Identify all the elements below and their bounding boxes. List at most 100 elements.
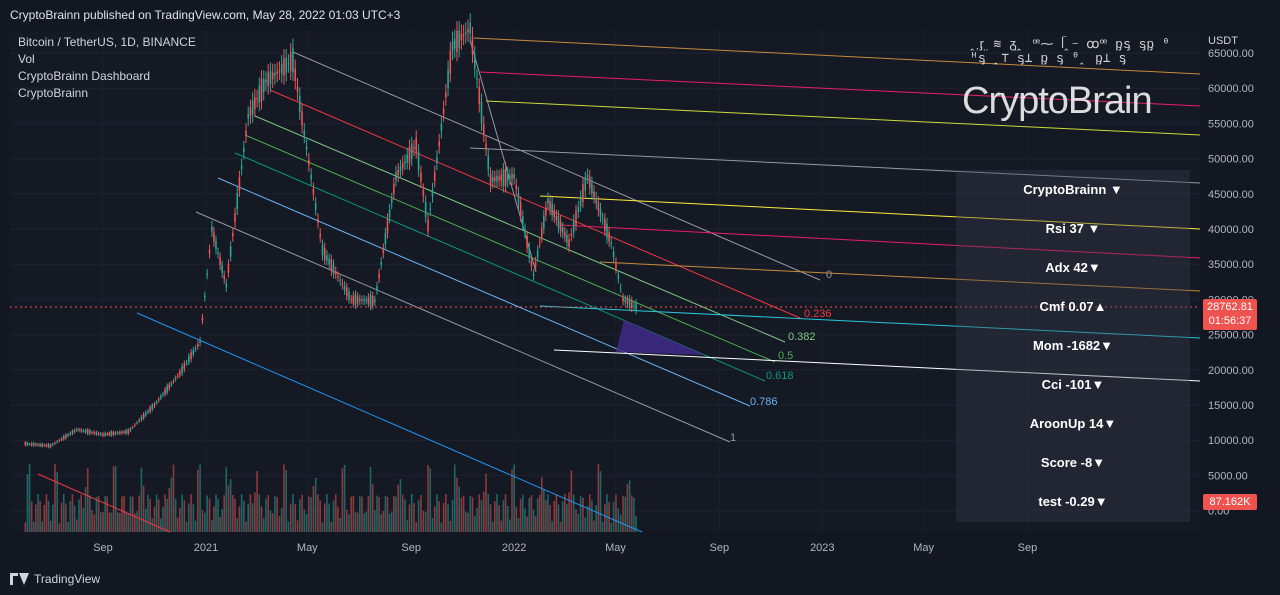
legend-dashboard[interactable]: CryptoBrainn Dashboard <box>18 69 151 83</box>
volume-bar <box>332 500 335 532</box>
fan-wedge <box>616 320 705 355</box>
volume-bar <box>114 466 117 532</box>
candle-body <box>561 227 564 234</box>
volume-bar <box>142 485 145 532</box>
volume-bar <box>374 510 376 532</box>
support-cyan <box>539 305 1201 339</box>
volume-bar <box>588 494 591 532</box>
dashboard-row-cmf: Cmf 0.07▲ <box>1039 299 1107 314</box>
candle-body <box>469 23 472 34</box>
candle-body <box>371 295 374 306</box>
candle-body <box>84 430 87 433</box>
candle-body <box>363 299 365 302</box>
volume-bar <box>247 503 250 532</box>
candle-body <box>617 275 620 279</box>
volume-bar <box>211 520 213 532</box>
volume-bar <box>564 494 566 532</box>
candle-body <box>534 261 537 267</box>
y-tick-label: 20000.00 <box>1208 365 1254 377</box>
volume-bar <box>215 494 217 532</box>
volume-bar <box>181 494 183 532</box>
candle-body <box>223 275 226 280</box>
candle-body <box>102 433 104 436</box>
volume-bar <box>78 499 80 532</box>
candle-body <box>543 215 545 229</box>
x-tick-label: 2022 <box>502 542 526 554</box>
volume-bar <box>380 514 382 532</box>
volume-bar <box>249 494 252 532</box>
volume-bar <box>382 511 385 532</box>
volume-bar <box>406 520 409 532</box>
volume-bar <box>506 506 509 532</box>
candle-body <box>603 219 606 231</box>
candle-body <box>489 173 492 186</box>
candle-body <box>323 247 326 260</box>
candle-body <box>208 249 211 254</box>
volume-bar <box>458 486 460 532</box>
legend-vol[interactable]: Vol <box>18 52 35 66</box>
volume-bar <box>521 494 524 532</box>
volume-bar <box>201 509 204 532</box>
candle-body <box>168 384 171 389</box>
tradingview-logo[interactable]: TradingView <box>10 572 100 586</box>
candle-body <box>545 207 547 216</box>
volume-bar <box>603 504 606 532</box>
volume-bar <box>582 497 584 532</box>
volume-bar <box>71 494 74 532</box>
volume-bar <box>453 464 456 532</box>
x-tick-label: 2021 <box>194 542 218 554</box>
candle-body <box>564 232 566 237</box>
volume-bar <box>487 494 490 532</box>
volume-bar <box>429 468 432 532</box>
candle-body <box>577 207 580 213</box>
volume-bar <box>240 494 243 532</box>
candle-body <box>408 146 411 164</box>
candle-body <box>473 55 476 69</box>
candle-body <box>615 262 617 269</box>
x-tick-label: Sep <box>710 542 730 554</box>
volume-bar <box>356 512 359 532</box>
candle-body <box>258 85 261 104</box>
volume-bar <box>410 494 413 532</box>
candle-body <box>280 63 283 74</box>
candle-body <box>183 363 186 370</box>
candle-body <box>471 36 474 54</box>
candle-body <box>301 111 303 126</box>
candle-body <box>456 30 458 53</box>
candle-body <box>465 31 467 34</box>
candle-body <box>269 71 272 85</box>
candle-body <box>401 162 404 169</box>
candle-body <box>199 340 201 343</box>
fib-label: 0.382 <box>788 331 816 343</box>
volume-bar <box>155 494 158 532</box>
y-tick-label: 50000.00 <box>1208 154 1254 166</box>
volume-bar <box>303 509 306 532</box>
fib-label: 0.5 <box>778 350 793 362</box>
legend-symbol[interactable]: Bitcoin / TetherUS, 1D, BINANCE <box>18 35 196 49</box>
volume-bar <box>519 498 522 532</box>
volume-bar <box>476 507 478 532</box>
candle-body <box>129 428 132 431</box>
candle-body <box>429 208 432 210</box>
volume-bar <box>153 506 156 532</box>
candle-body <box>624 299 627 302</box>
candle-body <box>635 303 637 311</box>
fan-line-grey <box>469 147 1201 184</box>
candle-body <box>100 433 102 435</box>
volume-bar <box>599 471 602 532</box>
legend-author[interactable]: CryptoBrainn <box>18 86 89 100</box>
candle-body <box>502 169 505 186</box>
candle-body <box>26 442 29 446</box>
candle-body <box>406 154 409 163</box>
dashboard-title[interactable]: CryptoBrainn ▼ <box>1023 182 1123 197</box>
volume-bar <box>321 522 324 532</box>
x-axis: Sep 2021 May Sep 2022 May Sep 2023 May Sep <box>93 542 1037 554</box>
volume-bar <box>323 503 326 532</box>
volume-bar <box>601 521 604 532</box>
volume-bar <box>54 464 56 532</box>
volume-bar <box>176 517 179 532</box>
candle-body <box>361 299 363 301</box>
volume-bar <box>350 496 353 532</box>
candle-body <box>417 151 420 171</box>
